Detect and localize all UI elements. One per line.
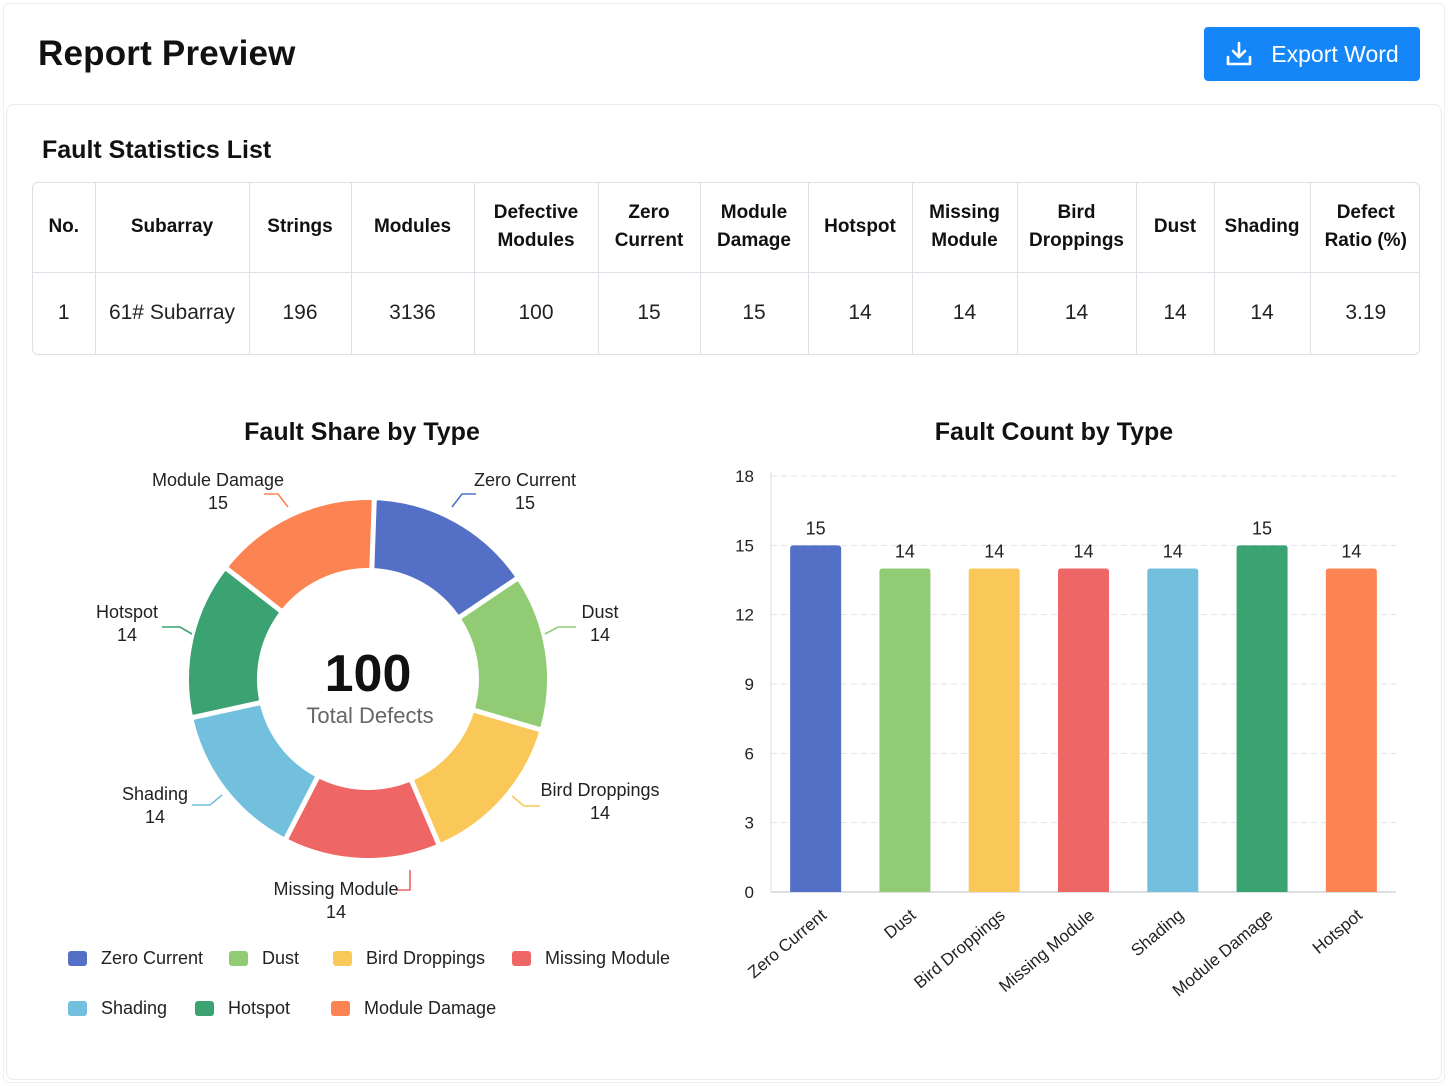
legend-label: Shading <box>101 998 168 1018</box>
pie-label-value: 15 <box>515 493 535 513</box>
column-header-no: No. <box>33 183 96 273</box>
cell-dust: 14 <box>1136 272 1215 354</box>
pie-leader-line <box>396 870 411 891</box>
cell-hotspot: 14 <box>808 272 913 354</box>
table-header-row: No. Subarray Strings Modules Defective Module… <box>33 183 1419 273</box>
pie-label-name: Dust <box>581 602 618 622</box>
pie-slice-zero-current[interactable] <box>374 500 515 615</box>
pie-label-value: 14 <box>590 803 610 823</box>
legend-swatch <box>68 1001 87 1016</box>
legend-item-bird-droppings[interactable]: Bird Droppings <box>333 948 485 969</box>
legend-swatch <box>229 951 248 966</box>
column-header-modules: Modules <box>351 183 475 273</box>
pie-label-name: Zero Current <box>474 470 576 490</box>
bar-chart-title: Fault Count by Type <box>934 418 1174 446</box>
table-row: 1 61# Subarray 196 3136 100 15 15 14 14 14 14 14 3.1… <box>33 272 1419 354</box>
cell-defective-modules: 100 <box>474 272 599 354</box>
column-header-missing-module: Missing Module <box>912 183 1018 273</box>
legend-label: Module Damage <box>364 998 497 1018</box>
cell-defect-ratio: 3.19 <box>1345 301 1387 325</box>
table-body: 1 61# Subarray 196 3136 100 15 15 14 14 14 14 14 3.1… <box>33 272 1419 354</box>
legend-label: Zero Current <box>101 948 204 968</box>
donut-center-label: Total Defects <box>306 703 433 728</box>
legend-item-dust[interactable]: Dust <box>229 948 299 969</box>
pie-label-name: Module Damage <box>152 470 284 490</box>
pie-label-name: Bird Droppings <box>540 780 659 800</box>
legend-swatch <box>333 951 352 966</box>
legend-label: Dust <box>262 948 300 968</box>
pie-label-value: 14 <box>326 902 346 922</box>
legend-swatch <box>68 951 87 966</box>
pie-leader-line <box>192 794 223 806</box>
pie-leader-line <box>264 493 289 508</box>
pie-slice-dust[interactable] <box>461 581 547 727</box>
pie-label-value: 14 <box>117 625 137 645</box>
column-header-strings: Strings <box>249 183 352 273</box>
cell-strings: 196 <box>249 272 352 354</box>
pie-label-value: 14 <box>590 625 610 645</box>
legend-item-hotspot[interactable]: Hotspot <box>195 998 290 1019</box>
pie-leader-line <box>451 493 476 508</box>
column-header-defective-modules: Defective Modules <box>474 183 599 273</box>
legend-label: Hotspot <box>228 998 291 1018</box>
fault-share-donut-chart: Zero Current 15 Dust 14 Bird Droppings 14 Miss… <box>96 470 660 922</box>
pie-label-value: 14 <box>145 807 165 827</box>
column-header-dust: Dust <box>1136 183 1215 273</box>
donut-center-value: 100 <box>325 645 412 703</box>
legend-item-shading[interactable]: Shading <box>68 998 167 1019</box>
pie-label-name: Missing Module <box>273 879 398 899</box>
cell-zero-current: 15 <box>598 272 701 354</box>
cell-modules: 3136 <box>351 272 475 354</box>
legend-item-zero-current[interactable]: Zero Current <box>68 948 203 969</box>
legend-swatch <box>195 1001 214 1016</box>
cell-missing-module: 14 <box>912 272 1018 354</box>
export-word-button[interactable]: Export Word <box>1204 27 1420 81</box>
pie-leader-line <box>544 626 576 635</box>
pie-slice-missing-module[interactable] <box>288 779 436 858</box>
column-header-zero-current: Zero Current <box>598 183 701 273</box>
pie-leader-line <box>162 626 193 635</box>
pie-leader-line <box>511 795 540 807</box>
column-header-module-damage: Module Damage <box>700 183 809 273</box>
pie-label-value: 15 <box>208 493 228 513</box>
pie-slice-bird-droppings[interactable] <box>414 712 539 843</box>
page-title: Report Preview <box>38 34 296 73</box>
cell-shading: 14 <box>1214 272 1311 354</box>
column-header-bird-droppings: Bird Droppings <box>1017 183 1137 273</box>
pie-label-name: Hotspot <box>96 602 158 622</box>
legend-item-missing-module[interactable]: Missing Module <box>512 948 670 969</box>
column-header-shading: Shading <box>1214 183 1311 273</box>
download-icon <box>1225 40 1253 68</box>
pie-slice-shading[interactable] <box>193 705 315 837</box>
legend-swatch <box>331 1001 350 1016</box>
export-word-label: Export Word <box>1271 40 1399 67</box>
pie-slice-module-damage[interactable] <box>228 500 372 609</box>
pie-label-name: Shading <box>122 784 188 804</box>
legend-swatch <box>512 951 531 966</box>
legend-label: Bird Droppings <box>366 948 486 968</box>
column-header-subarray: Subarray <box>95 183 250 273</box>
fault-statistics-title: Fault Statistics List <box>42 136 272 164</box>
cell-bird-droppings: 14 <box>1017 272 1137 354</box>
column-header-defect-ratio: Defect Ratio (%) <box>1310 183 1419 273</box>
cell-no: 1 <box>33 272 96 354</box>
cell-subarray: 61# Subarray <box>95 272 250 354</box>
legend-item-module-damage[interactable]: Module Damage <box>331 998 496 1019</box>
pie-slice-hotspot[interactable] <box>189 571 279 715</box>
pie-chart-title: Fault Share by Type <box>244 418 480 446</box>
legend-label: Missing Module <box>545 948 671 968</box>
cell-module-damage: 15 <box>700 272 809 354</box>
column-header-hotspot: Hotspot <box>808 183 913 273</box>
fault-statistics-table: No. Subarray Strings Modules Defective Module… <box>32 182 1420 355</box>
